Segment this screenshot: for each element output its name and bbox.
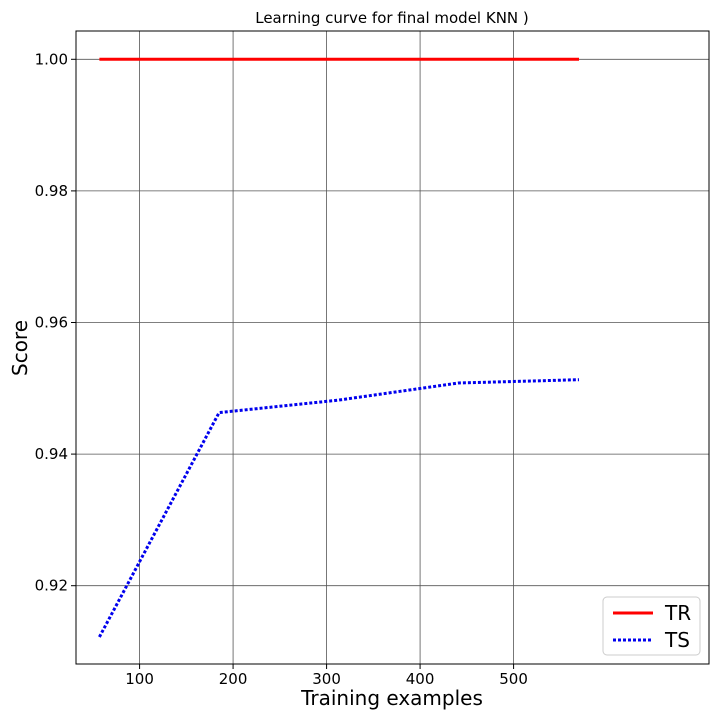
legend-label-tr: TR: [664, 601, 691, 625]
y-tick-label: 0.94: [35, 445, 68, 463]
x-tick-label: 400: [406, 670, 435, 688]
y-axis-label: Score: [8, 320, 32, 376]
x-tick-label: 200: [219, 670, 248, 688]
x-tick-label: 500: [499, 670, 528, 688]
axes-border: [75, 30, 710, 665]
y-tick-label: 0.98: [35, 182, 68, 200]
chart-title: Learning curve for final model KNN ): [255, 9, 529, 27]
x-tick-label: 300: [312, 670, 341, 688]
y-tick-label: 1.00: [35, 50, 68, 68]
series-layer: [98, 57, 580, 638]
y-tick-label: 0.92: [35, 577, 68, 595]
y-tick-label: 0.96: [35, 313, 68, 331]
series-line-ts: [98, 378, 580, 638]
legend-label-ts: TS: [664, 628, 690, 652]
x-axis-label: Training examples: [300, 686, 483, 710]
axes-frame: [75, 30, 710, 665]
legend: TR TS: [602, 596, 701, 656]
y-axis-ticks: 0.92 0.94 0.96 0.98 1.00: [35, 50, 76, 595]
x-axis-ticks: 100 200 300 400 500: [125, 664, 528, 688]
plot-area: [76, 31, 709, 664]
x-tick-label: 100: [125, 670, 154, 688]
plot-background: [76, 31, 709, 664]
